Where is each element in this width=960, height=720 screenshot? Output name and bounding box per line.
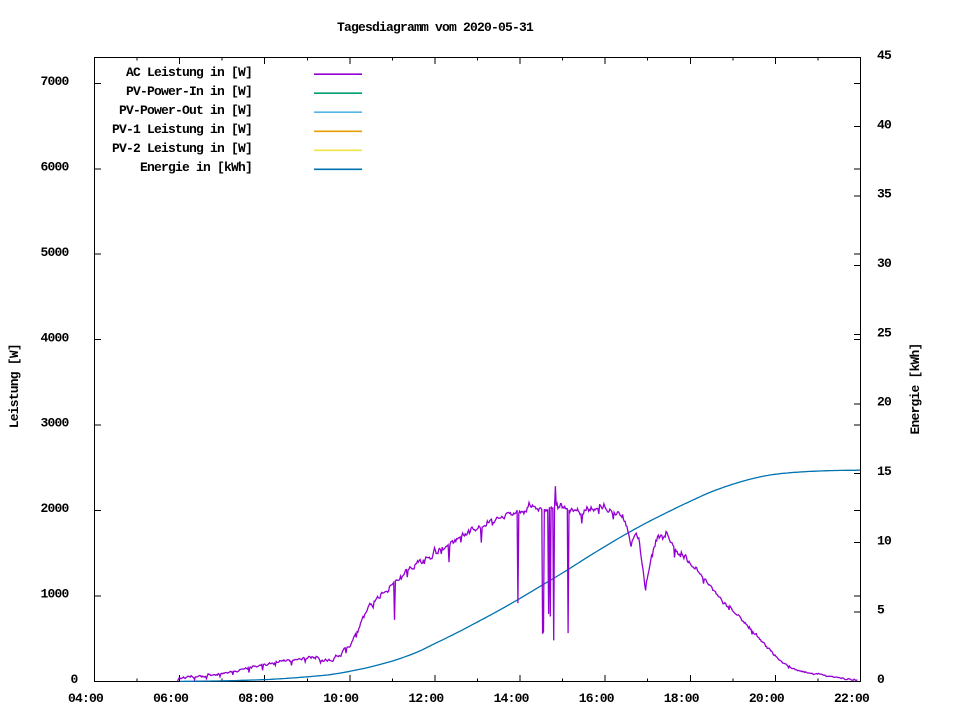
svg-text:Leistung [W]: Leistung [W] bbox=[7, 344, 22, 428]
svg-text:7000: 7000 bbox=[40, 74, 69, 89]
svg-text:5: 5 bbox=[877, 603, 885, 618]
svg-text:35: 35 bbox=[877, 187, 892, 202]
svg-text:AC Leistung in [W]: AC Leistung in [W] bbox=[126, 65, 252, 80]
svg-text:16:00: 16:00 bbox=[579, 691, 615, 706]
svg-text:12:00: 12:00 bbox=[408, 691, 444, 706]
svg-text:3000: 3000 bbox=[40, 416, 69, 431]
svg-text:PV-Power-In in [W]: PV-Power-In in [W] bbox=[126, 84, 252, 99]
svg-text:15: 15 bbox=[877, 464, 892, 479]
svg-text:4000: 4000 bbox=[40, 330, 69, 345]
svg-text:Energie [kWh]: Energie [kWh] bbox=[908, 343, 923, 434]
svg-text:Energie in [kWh]: Energie in [kWh] bbox=[140, 160, 252, 175]
svg-text:10:00: 10:00 bbox=[323, 691, 359, 706]
svg-text:06:00: 06:00 bbox=[153, 691, 189, 706]
svg-text:20: 20 bbox=[877, 395, 892, 410]
svg-text:40: 40 bbox=[877, 117, 892, 132]
svg-text:0: 0 bbox=[70, 672, 78, 687]
svg-text:0: 0 bbox=[877, 672, 885, 687]
svg-text:45: 45 bbox=[877, 48, 892, 63]
svg-text:5000: 5000 bbox=[40, 245, 69, 260]
svg-text:18:00: 18:00 bbox=[664, 691, 700, 706]
svg-text:6000: 6000 bbox=[40, 159, 69, 174]
svg-text:10: 10 bbox=[877, 533, 892, 548]
svg-text:08:00: 08:00 bbox=[238, 691, 274, 706]
svg-text:PV-2 Leistung in [W]: PV-2 Leistung in [W] bbox=[112, 141, 252, 156]
svg-text:2000: 2000 bbox=[40, 501, 69, 516]
svg-text:04:00: 04:00 bbox=[68, 691, 104, 706]
svg-text:25: 25 bbox=[877, 325, 892, 340]
svg-text:14:00: 14:00 bbox=[494, 691, 530, 706]
svg-text:30: 30 bbox=[877, 256, 892, 271]
svg-text:22:00: 22:00 bbox=[834, 691, 870, 706]
svg-text:1000: 1000 bbox=[40, 587, 69, 602]
svg-text:PV-Power-Out in [W]: PV-Power-Out in [W] bbox=[119, 103, 252, 118]
svg-text:Tagesdiagramm vom 2020-05-31: Tagesdiagramm vom 2020-05-31 bbox=[337, 20, 534, 35]
svg-text:20:00: 20:00 bbox=[749, 691, 785, 706]
svg-text:PV-1 Leistung in [W]: PV-1 Leistung in [W] bbox=[112, 122, 252, 137]
